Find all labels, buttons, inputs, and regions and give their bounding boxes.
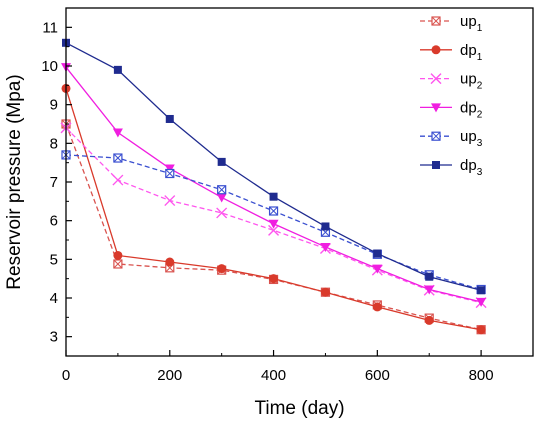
data-point xyxy=(477,286,486,295)
series-dp2 xyxy=(61,63,487,307)
data-point xyxy=(268,219,279,229)
legend-label: up3 xyxy=(460,128,483,149)
data-point xyxy=(113,153,123,163)
data-point xyxy=(113,259,123,269)
data-point xyxy=(372,302,382,312)
y-tick-label: 4 xyxy=(50,290,58,307)
series-line xyxy=(65,42,482,291)
data-point xyxy=(217,185,227,195)
data-point xyxy=(112,174,124,186)
legend-item: up1 xyxy=(420,13,483,34)
data-point xyxy=(476,297,487,307)
data-point xyxy=(425,272,434,281)
axis-ticks: 0 200 400 600 800 3 4 5 6 7 8 9 10 11 xyxy=(41,19,493,384)
data-point xyxy=(430,73,442,85)
y-tick-label: 3 xyxy=(50,329,58,346)
data-point xyxy=(268,206,279,216)
series-line xyxy=(65,127,482,304)
data-point xyxy=(113,250,123,260)
legend-label: up2 xyxy=(460,71,483,92)
legend-item: up3 xyxy=(420,128,483,149)
data-point xyxy=(424,285,435,295)
y-tick-label: 7 xyxy=(50,174,58,191)
data-point xyxy=(269,192,278,201)
data-point xyxy=(217,264,227,274)
data-point xyxy=(372,264,383,274)
legend-item: dp3 xyxy=(420,157,483,178)
data-point xyxy=(217,157,226,166)
data-point xyxy=(320,242,331,252)
legend-label: dp2 xyxy=(460,99,483,120)
legend: up1 dp1 up2 dp2 up3 dp3 xyxy=(420,13,483,178)
x-tick-label: 0 xyxy=(62,367,70,384)
data-point xyxy=(373,249,382,258)
y-tick-label: 5 xyxy=(50,251,58,268)
data-point xyxy=(164,195,176,207)
data-point xyxy=(216,207,228,219)
x-tick-label: 400 xyxy=(261,367,286,384)
data-point xyxy=(165,257,175,267)
x-tick-label: 200 xyxy=(157,367,182,384)
data-point xyxy=(320,287,330,297)
data-point xyxy=(112,128,123,138)
legend-label: dp3 xyxy=(460,157,483,178)
data-point xyxy=(113,65,122,74)
data-point xyxy=(269,274,279,284)
data-point xyxy=(268,224,280,236)
legend-item: dp1 xyxy=(420,42,483,63)
data-point xyxy=(431,45,441,55)
data-point xyxy=(476,325,486,335)
y-tick-label: 6 xyxy=(50,213,58,230)
data-point xyxy=(431,103,441,113)
y-tick-label: 10 xyxy=(41,58,58,75)
plot-frame xyxy=(65,7,534,357)
legend-label: dp1 xyxy=(460,42,483,63)
data-point xyxy=(165,168,175,179)
data-point xyxy=(431,16,441,26)
x-tick-label: 800 xyxy=(469,367,494,384)
data-point xyxy=(431,131,441,141)
plot-marks xyxy=(60,38,487,335)
legend-item: up2 xyxy=(420,71,483,92)
y-tick-label: 11 xyxy=(42,19,58,36)
legend-item: dp2 xyxy=(420,99,483,120)
data-point xyxy=(216,193,227,203)
y-tick-label: 8 xyxy=(50,135,58,152)
x-axis-label: Time (day) xyxy=(254,398,344,419)
y-tick-label: 9 xyxy=(50,97,58,114)
series-dp1 xyxy=(61,83,486,335)
data-point xyxy=(432,161,440,169)
y-axis-label: Reservoir pressure (Mpa) xyxy=(4,74,25,289)
legend-label: up1 xyxy=(460,13,483,34)
data-point xyxy=(321,222,330,231)
data-point xyxy=(424,315,434,325)
x-tick-label: 600 xyxy=(365,367,390,384)
data-point xyxy=(165,114,174,123)
